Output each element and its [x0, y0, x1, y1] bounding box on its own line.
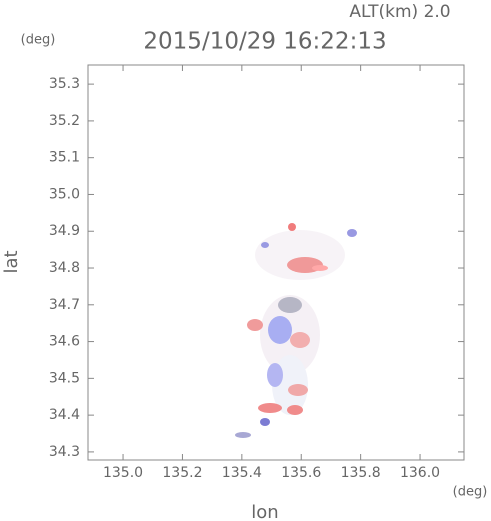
y-tick-label: 34.3	[49, 444, 80, 460]
x-axis-label: lon	[251, 502, 278, 521]
x-tick-label: 135.4	[222, 465, 262, 481]
y-tick-label: 34.4	[49, 407, 80, 423]
y-tick-label: 34.9	[49, 223, 80, 239]
radar-echo	[235, 223, 357, 438]
x-tick-label: 136.0	[400, 465, 440, 481]
y-unit: (deg)	[21, 33, 56, 48]
x-tick-label: 135.0	[103, 465, 143, 481]
x-unit: (deg)	[453, 485, 488, 500]
y-tick-label: 35.3	[49, 76, 80, 92]
x-tick-label: 135.8	[341, 465, 381, 481]
altitude-label: ALT(km) 2.0	[349, 2, 450, 22]
y-tick-label: 34.7	[49, 297, 80, 313]
x-tick-label: 135.6	[281, 465, 321, 481]
y-tick-label: 35.2	[49, 113, 80, 129]
y-axis-label: lat	[1, 250, 22, 273]
y-tick-label: 35.1	[49, 150, 80, 166]
y-tick-label: 34.8	[49, 260, 80, 276]
y-tick-label: 35.0	[49, 186, 80, 202]
y-tick-label: 34.6	[49, 334, 80, 350]
plot-frame	[87, 64, 465, 461]
chart-title: 2015/10/29 16:22:13	[143, 29, 386, 55]
y-tick-label: 34.5	[49, 370, 80, 386]
x-tick-label: 135.2	[162, 465, 202, 481]
